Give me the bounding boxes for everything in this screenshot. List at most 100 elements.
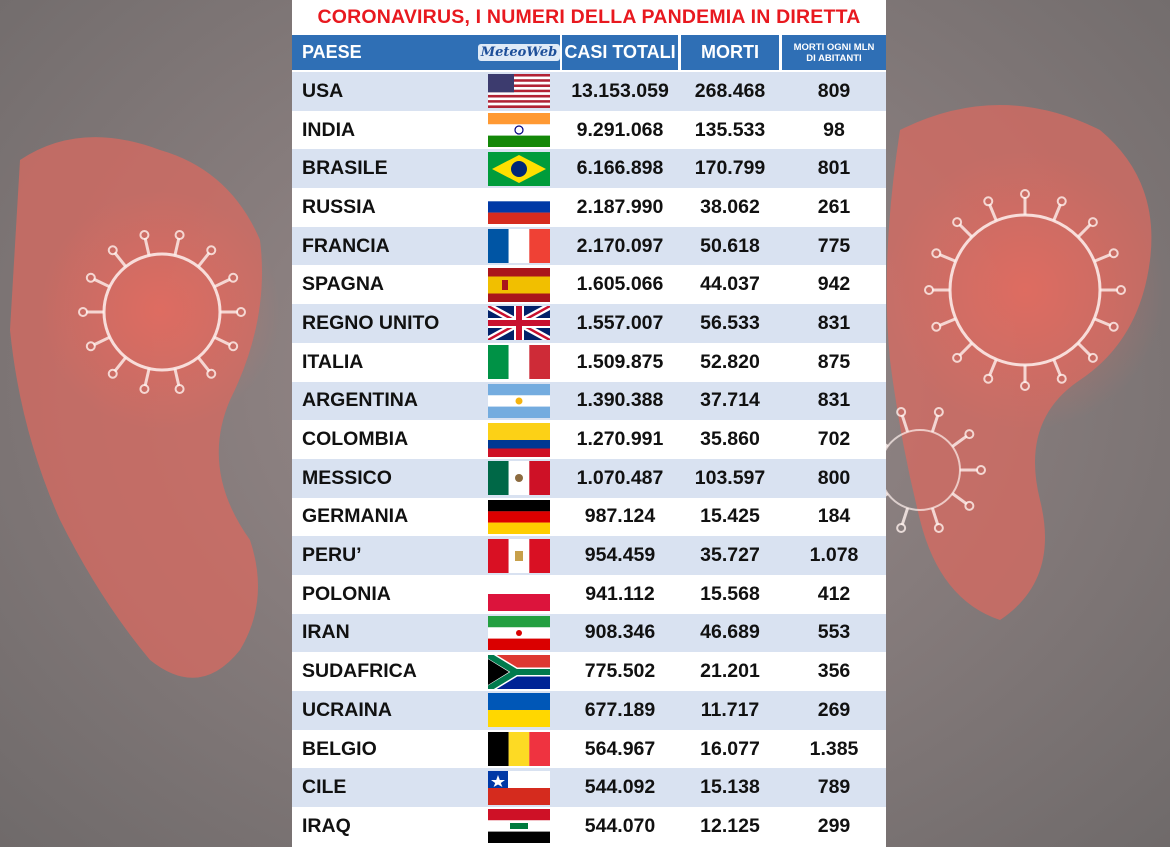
country-name: IRAQ: [302, 814, 351, 837]
virus-spike: [113, 251, 128, 268]
table-body: USA 13.153.059 268.468 809 INDIA 9.291.068 135…: [292, 72, 886, 846]
casi-totali-value: 2.170.097: [576, 234, 664, 257]
virus-spike-tip: [1020, 189, 1030, 199]
table-row: GERMANIA 987.124 15.425 184: [292, 498, 886, 537]
virus-spike: [143, 237, 151, 256]
morti-value: 21.201: [700, 660, 760, 683]
virus-spike-tip: [1116, 285, 1126, 295]
uk-flag: [478, 304, 560, 343]
morti-value: 15.568: [700, 582, 760, 605]
virus-spike-tip: [107, 368, 118, 379]
morti-mln-value: 702: [817, 428, 851, 451]
virus-spike: [958, 341, 974, 357]
virus-spike: [92, 277, 111, 289]
morti-value: 46.689: [700, 621, 760, 644]
table-row: ITALIA 1.509.875 52.820 875: [292, 343, 886, 382]
virus-spike-tip: [228, 272, 239, 283]
virus-spike-tip: [1056, 196, 1067, 207]
table-row: BRASILE 6.166.898 170.799 801: [292, 149, 886, 189]
casi-totali-value: 1.070.487: [576, 466, 664, 489]
table-row: UCRAINA 677.189 11.717 269: [292, 691, 886, 730]
table-row: REGNO UNITO 1.557.007 56.533 831: [292, 304, 886, 343]
casi-totali-value: 954.459: [584, 544, 656, 567]
casi-totali-value: 1.390.388: [576, 389, 664, 412]
virus-spike-tip: [206, 368, 217, 379]
header-paese: PAESE: [292, 35, 478, 70]
chile-flag: [478, 768, 560, 807]
virus-spike: [930, 507, 940, 526]
country-name: UCRAINA: [302, 698, 392, 721]
germany-flag: [478, 498, 560, 537]
country-name: ITALIA: [302, 350, 364, 373]
table-row: PERU’ 954.459 35.727 1.078: [292, 536, 886, 575]
morti-mln-value: 412: [817, 582, 851, 605]
morti-mln-value: 261: [817, 195, 851, 218]
morti-mln-value: 809: [817, 79, 851, 102]
virus-spike: [1093, 253, 1112, 263]
casi-totali-value: 775.502: [584, 660, 656, 683]
russia-flag: [478, 188, 560, 227]
virus-spike: [143, 368, 151, 387]
meteoweb-logo: MeteoWeb: [477, 44, 561, 61]
virus-spike: [173, 237, 181, 256]
morti-mln-value: 356: [817, 660, 851, 683]
header-morti: MORTI: [681, 35, 779, 70]
virus-spike-tip: [896, 406, 907, 417]
peru-flag: [478, 536, 560, 575]
morti-value: 103.597: [694, 466, 766, 489]
virus-spike: [173, 368, 181, 387]
morti-mln-value: 831: [817, 311, 851, 334]
table-row: SPAGNA 1.605.066 44.037 942: [292, 265, 886, 304]
morti-value: 135.533: [694, 118, 766, 141]
ukraine-flag: [478, 691, 560, 730]
virus-spike: [958, 223, 974, 239]
header-casi-totali: CASI TOTALI: [562, 35, 678, 70]
country-name: GERMANIA: [302, 505, 409, 528]
virus-spike-tip: [952, 217, 963, 228]
country-name: RUSSIA: [302, 195, 376, 218]
morti-mln-value: 775: [817, 234, 851, 257]
virus-spike: [988, 358, 998, 377]
morti-value: 44.037: [700, 273, 760, 296]
casi-totali-value: 908.346: [584, 621, 656, 644]
country-name: SPAGNA: [302, 273, 384, 296]
casi-totali-value: 544.092: [584, 776, 656, 799]
poland-flag: [478, 575, 560, 614]
morti-value: 15.425: [700, 505, 760, 528]
argentina-flag: [478, 382, 560, 421]
virus-spike-tip: [236, 307, 246, 317]
table-title: CORONAVIRUS, I NUMERI DELLA PANDEMIA IN …: [317, 5, 861, 28]
south-africa-flag: [478, 652, 560, 691]
usa-flag: [478, 72, 560, 111]
table-row: IRAN 908.346 46.689 553: [292, 613, 886, 653]
virus-spike: [213, 277, 232, 289]
morti-value: 38.062: [700, 195, 760, 218]
morti-value: 15.138: [700, 776, 760, 799]
casi-totali-value: 1.557.007: [576, 311, 664, 334]
table-row: CILE 544.092 15.138 789: [292, 768, 886, 808]
virus-spike-tip: [983, 373, 994, 384]
casi-totali-value: 941.112: [585, 582, 655, 605]
casi-totali-value: 544.070: [584, 814, 656, 837]
header-logo: MeteoWeb: [477, 35, 561, 70]
morti-value: 35.727: [700, 544, 760, 567]
iran-flag: [478, 614, 560, 653]
morti-mln-value: 789: [817, 776, 851, 799]
virus-spike-tip: [933, 406, 944, 417]
virus-spike-tip: [139, 229, 150, 240]
header-morti-mln-line2: DI ABITANTI: [806, 52, 862, 64]
virus-spike: [951, 434, 968, 448]
casi-totali-value: 13.153.059: [571, 79, 669, 102]
mexico-flag: [478, 459, 560, 498]
country-name: SUDAFRICA: [302, 660, 417, 683]
virus-spike-tip: [896, 523, 907, 534]
morti-mln-value: 299: [817, 814, 851, 837]
country-name: INDIA: [302, 118, 356, 141]
virus-spike-tip: [983, 196, 994, 207]
casi-totali-value: 6.166.898: [576, 157, 664, 180]
morti-mln-value: 184: [817, 505, 851, 528]
country-name: MESSICO: [302, 466, 392, 489]
france-flag: [478, 227, 560, 266]
country-name: IRAN: [302, 621, 350, 644]
